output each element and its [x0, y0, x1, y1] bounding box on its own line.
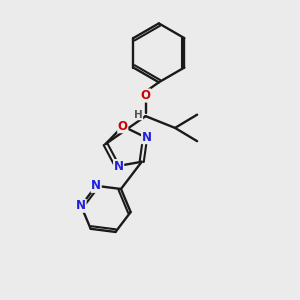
Text: N: N: [76, 199, 86, 212]
Text: N: N: [91, 179, 101, 192]
Text: H: H: [134, 110, 142, 120]
Text: N: N: [142, 130, 152, 144]
Text: N: N: [114, 160, 124, 172]
Text: O: O: [141, 89, 151, 102]
Text: O: O: [118, 120, 128, 133]
